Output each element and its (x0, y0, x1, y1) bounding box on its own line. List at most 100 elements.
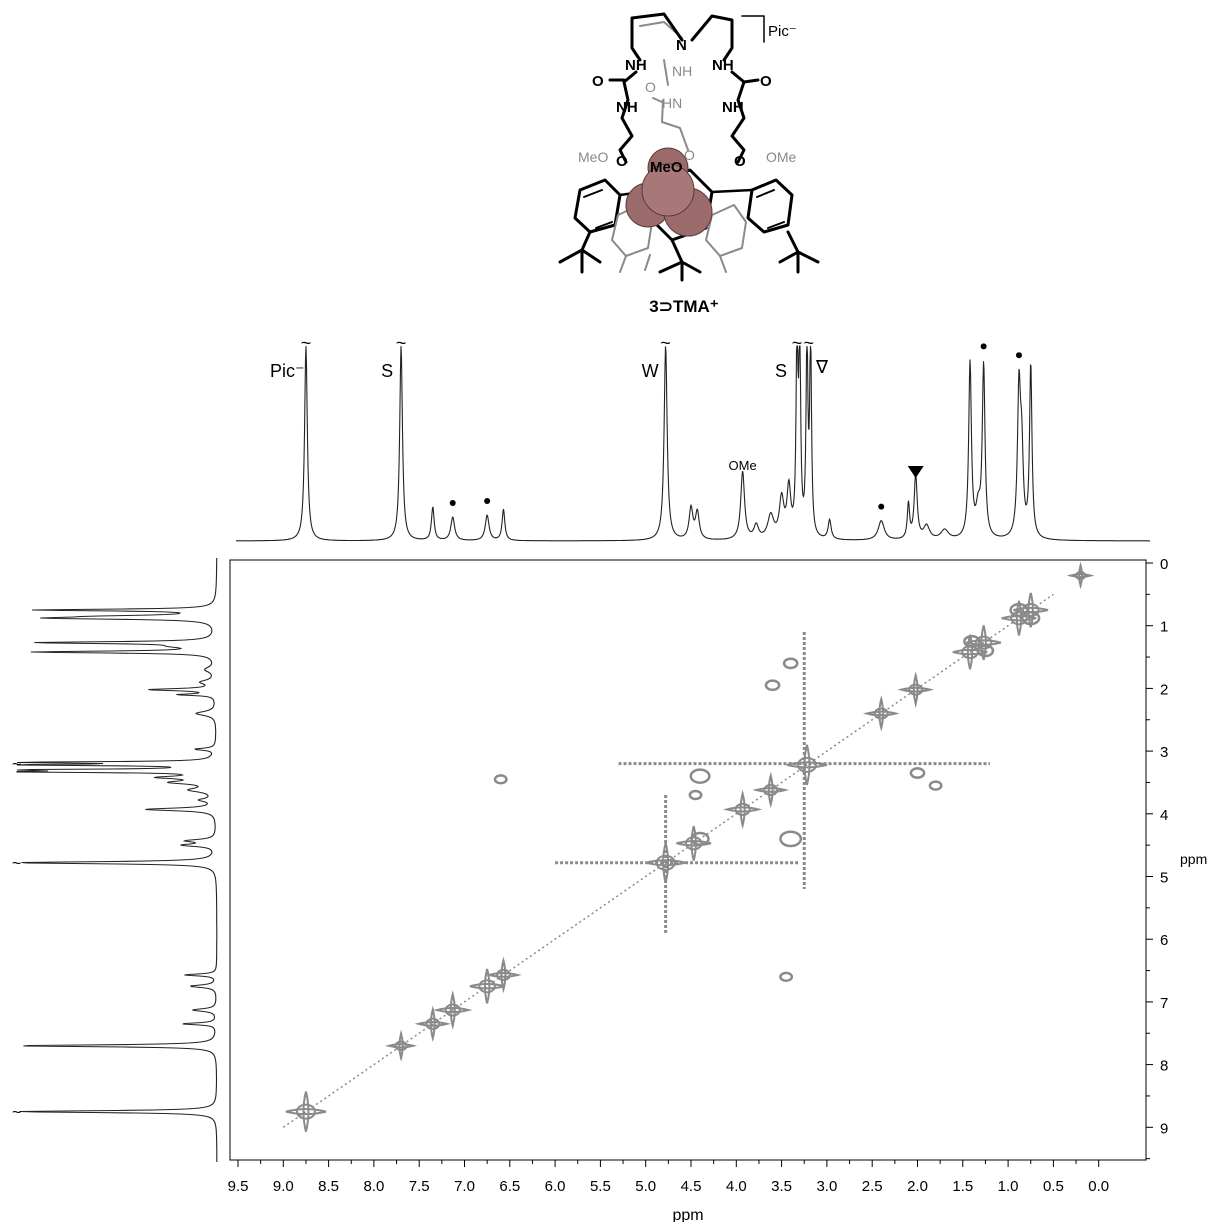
arm-left (630, 12, 684, 62)
cross-peak (782, 657, 799, 670)
x-tick-label: 0.5 (1043, 1178, 1064, 1195)
cross-peak (1009, 602, 1029, 618)
x-axis-label: ppm (672, 1207, 703, 1222)
y-axis-label: ppm (1180, 851, 1207, 867)
diagonal-peak (897, 671, 935, 708)
y-tick-label: 3 (1160, 744, 1168, 761)
hn-label-back: HN (662, 95, 682, 111)
side-1d-spectrum: ~ ~ ~ (12, 558, 218, 1162)
assignment-dot-marker (484, 498, 491, 505)
ome-label-right: OMe (766, 149, 797, 165)
cross-peak (779, 971, 794, 983)
diagonal-peak (384, 1029, 418, 1062)
cross-peak (976, 644, 995, 658)
o-label-3: O (616, 153, 628, 170)
peak-label: Pic⁻ (270, 361, 305, 381)
diagonal-peak (432, 990, 473, 1030)
plot-area-frame (229, 559, 1147, 1161)
diagonal-peak (285, 1091, 327, 1132)
y-tick-label: 4 (1160, 807, 1168, 824)
diagonal-peak (1066, 561, 1095, 590)
y-tick-label: 9 (1160, 1120, 1168, 1137)
assignment-dot-marker (1015, 352, 1022, 359)
o-label-back-2: O (684, 147, 695, 163)
peak-label: S (775, 361, 787, 381)
top-1d-spectrum: ~ ~ ~ ~ ~ (236, 333, 1150, 542)
o-label-4: O (734, 153, 746, 170)
cross-peak (928, 780, 943, 791)
x-tick-label: 8.5 (318, 1178, 339, 1195)
diagonal-peak (722, 789, 763, 830)
ring-right (746, 178, 820, 274)
nh-label-1: NH (625, 57, 647, 74)
x-tick-label: 7.5 (409, 1178, 430, 1195)
meo-label-center: MeO (650, 159, 683, 176)
diagonal-peak (1013, 592, 1049, 628)
break-mark: ~ (12, 856, 21, 873)
urea-left (618, 70, 638, 164)
meo-label-left: MeO (578, 149, 608, 165)
counter-ion-label: Pic⁻ (768, 23, 797, 40)
y-axis: 0 1 2 3 4 5 6 7 8 9 (1146, 556, 1168, 1160)
amine-label: N (676, 37, 687, 54)
break-mark: ~ (804, 333, 815, 353)
break-mark: ~ (301, 333, 312, 353)
break-mark: ~ (12, 1105, 21, 1122)
nh-label-3: NH (616, 99, 638, 116)
top-peak-labels: Pic⁻ S W S ∇ OMe (270, 343, 1022, 510)
x-tick-label: 7.0 (454, 1178, 475, 1195)
x-tick-label: 8.0 (363, 1178, 384, 1195)
cross-peak (779, 830, 803, 848)
diagonal-peak (414, 1005, 452, 1043)
o-label-back: O (645, 79, 656, 95)
x-tick-label: 6.0 (545, 1178, 566, 1195)
contour-plot (282, 561, 1095, 1132)
top-spectrum-trace (236, 345, 1150, 542)
x-tick-label: 3.0 (816, 1178, 837, 1195)
x-tick-label: 4.0 (726, 1178, 747, 1195)
urea-right (730, 70, 746, 164)
break-mark: ~ (12, 757, 21, 774)
peak-label: W (642, 361, 659, 381)
side-spectrum-trace (16, 558, 218, 1162)
peak-label: OMe (729, 458, 757, 473)
x-tick-label: 1.5 (952, 1178, 973, 1195)
arm-right (690, 14, 734, 62)
cross-peak (688, 789, 703, 801)
cross-peak (963, 634, 981, 648)
assignment-dot-marker (449, 499, 456, 506)
cross-peak (689, 768, 711, 784)
x-tick-label: 9.5 (228, 1178, 249, 1195)
cross-peak (493, 774, 508, 785)
x-tick-label: 0.0 (1088, 1178, 1109, 1195)
diagonal-peak (485, 956, 522, 994)
x-tick-label: 3.5 (771, 1178, 792, 1195)
break-mark: ~ (792, 333, 803, 353)
peak-label: S (381, 361, 393, 381)
cross-peak (1021, 611, 1041, 626)
o-label-1: O (592, 73, 604, 90)
peak-label: ∇ (815, 357, 829, 377)
x-axis: 9.5 9.0 8.5 8.0 7.5 7.0 6.5 6.0 5.5 5.0 4.5 4.0 3.5 3… (228, 1160, 1109, 1195)
y-tick-label: 6 (1160, 932, 1168, 949)
nh-label-back-1: NH (672, 63, 692, 79)
cryptand-host-structure: N NH NH O O NH NH O O MeO NH O HN O MeO … (558, 12, 820, 316)
assignment-dot-marker (878, 503, 885, 510)
nh-label-4: NH (722, 99, 744, 116)
y-tick-label: 7 (1160, 995, 1168, 1012)
y-tick-label: 8 (1160, 1058, 1168, 1075)
o-label-2: O (760, 73, 772, 90)
y-tick-label: 5 (1160, 870, 1168, 887)
x-tick-label: 9.0 (273, 1178, 294, 1195)
x-tick-label: 5.0 (635, 1178, 656, 1195)
compound-label: 3⊃TMA⁺ (649, 297, 719, 316)
nh-label-2: NH (712, 57, 734, 74)
diagonal-peak (862, 695, 900, 732)
break-mark: ~ (396, 333, 407, 353)
x-tick-label: 4.5 (681, 1178, 702, 1195)
y-tick-label: 0 (1160, 556, 1168, 573)
triangle-marker (907, 466, 924, 478)
x-tick-label: 1.0 (998, 1178, 1019, 1195)
